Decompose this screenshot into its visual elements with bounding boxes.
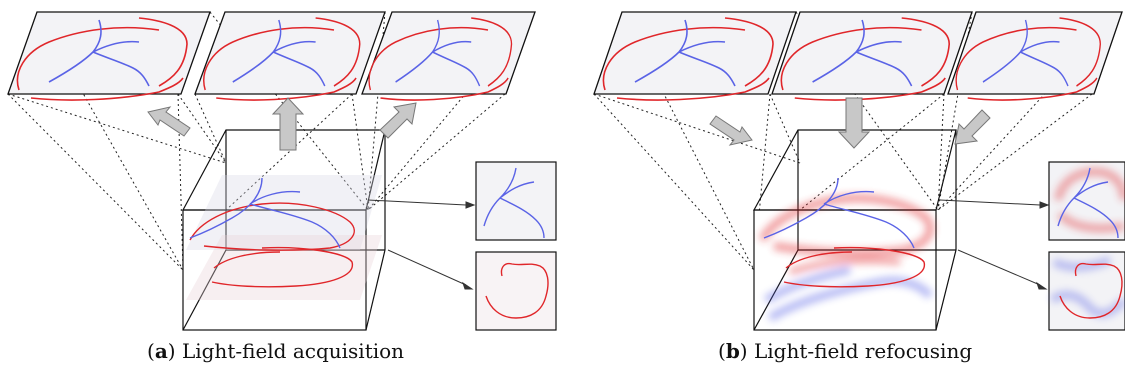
inset-slice-b-bottom [1048,251,1125,331]
inset-pointer-arrows-a [367,199,476,290]
image-plane-b2 [771,11,973,101]
caption-a-text: Light-field acquisition [181,339,405,363]
inset-pointer-arrows-b [939,199,1050,290]
caption-a: (a) Light-field acquisition [147,339,405,363]
arrow-b-down [837,97,871,149]
inset-slice-a-bottom [475,251,557,331]
image-plane-a1 [7,11,211,101]
volume-cube-a [181,129,386,331]
image-plane-a2 [194,11,386,101]
inset-slice-b-top [1048,161,1125,241]
panel-a [7,11,557,331]
arrow-b-right [954,109,991,145]
panel-b [593,11,1125,331]
caption-b: (b) Light-field refocusing [718,339,973,363]
image-plane-b1 [593,11,797,101]
caption-a-letter: a [154,339,168,363]
caption-b-text: Light-field refocusing [753,339,973,363]
arrow-a-left [147,106,191,137]
volume-cube-b [752,129,957,331]
arrow-a-up [271,97,305,151]
image-plane-b3 [947,11,1123,101]
arrow-b-left [709,115,753,146]
inset-slice-a-top [475,161,557,241]
image-plane-a3 [361,11,536,101]
caption-b-letter: b [725,339,740,363]
arrow-a-right [379,102,417,139]
